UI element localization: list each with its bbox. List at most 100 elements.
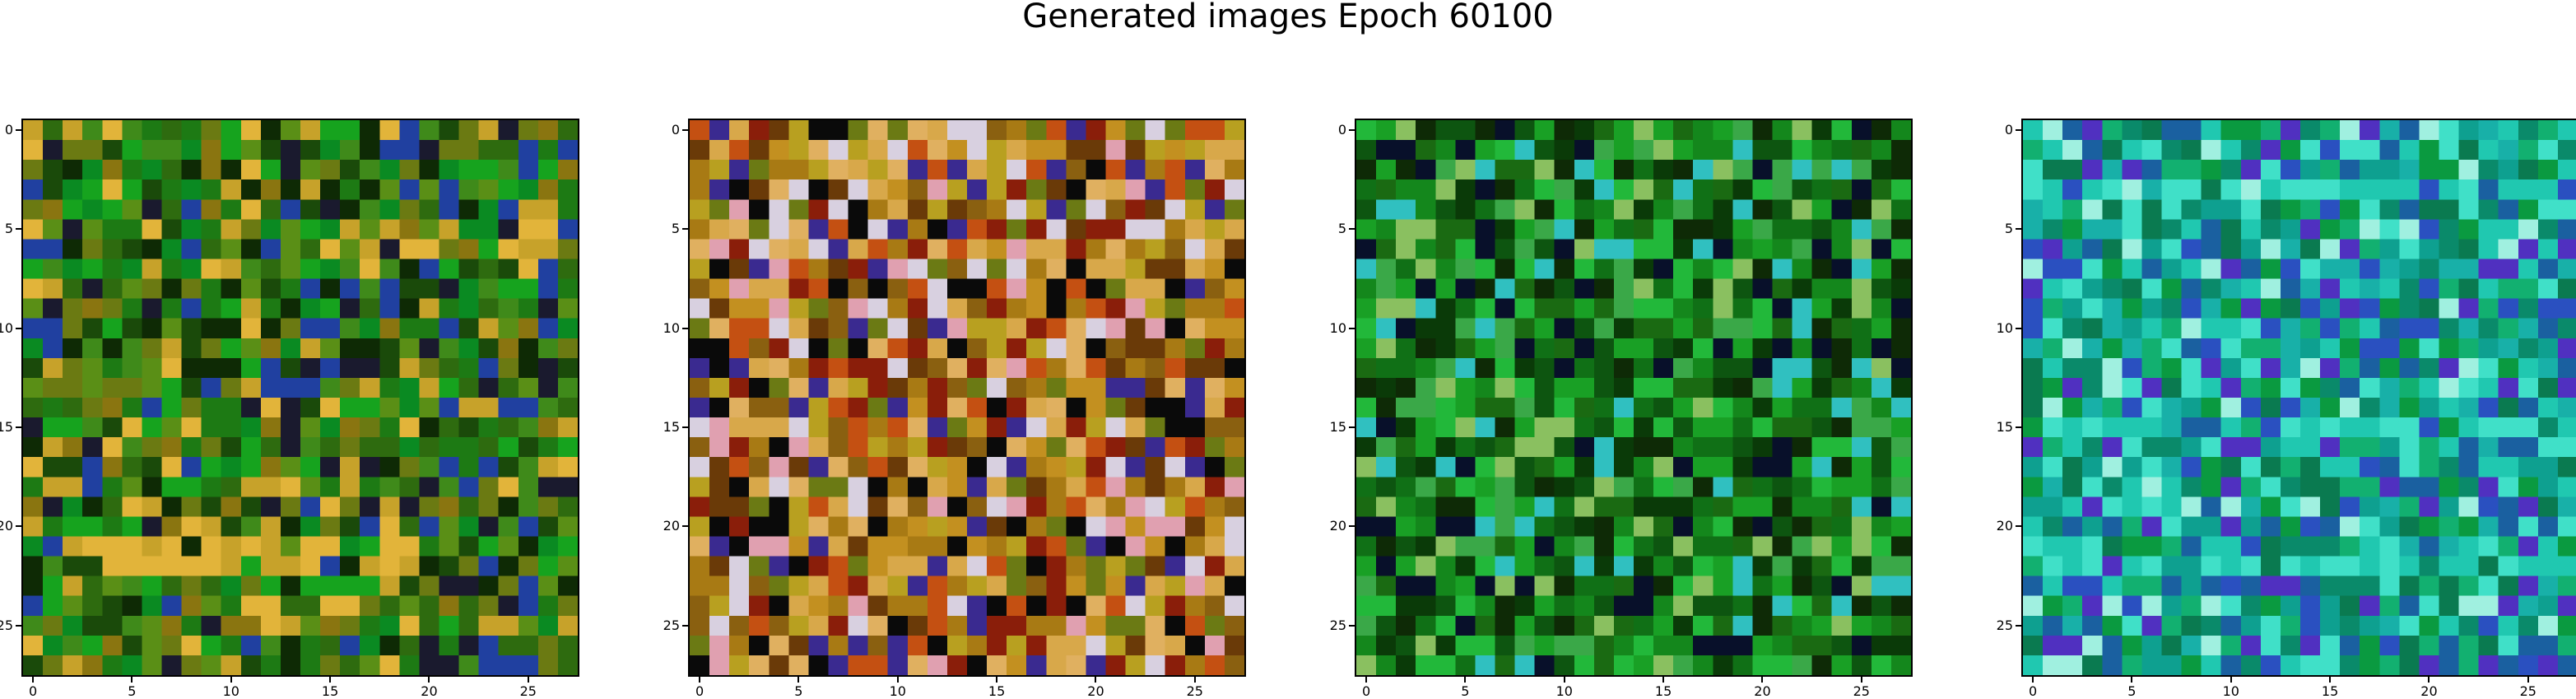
- pixel-cell: [537, 556, 559, 577]
- pixel-cell: [2102, 516, 2123, 538]
- pixel-cell: [1871, 160, 1892, 180]
- pixel-cell: [23, 496, 44, 518]
- pixel-cell: [537, 278, 559, 300]
- pixel-cell: [1105, 259, 1127, 280]
- pixel-cell: [2300, 536, 2321, 557]
- pixel-cell: [2320, 278, 2341, 300]
- pixel-cell: [1514, 278, 1536, 300]
- pixel-cell: [2062, 298, 2083, 319]
- pixel-cell: [537, 120, 559, 141]
- pixel-cell: [2557, 338, 2576, 359]
- pixel-cell: [201, 219, 222, 240]
- pixel-cell: [1831, 120, 1853, 141]
- pixel-cell: [2439, 278, 2460, 300]
- pixel-cell: [1811, 398, 1833, 418]
- pixel-cell: [1673, 496, 1694, 518]
- pixel-cell: [161, 278, 183, 300]
- pixel-cell: [1732, 398, 1754, 418]
- pixel-cell: [1811, 219, 1833, 240]
- pixel-cell: [2181, 615, 2202, 636]
- pixel-cell: [2181, 457, 2202, 478]
- pixel-cell: [181, 377, 202, 398]
- pixel-cell: [458, 199, 480, 220]
- pixel-cell: [907, 278, 928, 300]
- pixel-cell: [2181, 160, 2202, 180]
- pixel-cell: [557, 576, 578, 597]
- pixel-cell: [769, 398, 789, 418]
- pixel-cell: [379, 338, 400, 359]
- pixel-cell: [808, 259, 830, 280]
- pixel-cell: [2280, 437, 2301, 458]
- pixel-cell: [2023, 556, 2044, 577]
- pixel-cell: [1105, 556, 1127, 577]
- pixel-cell: [729, 536, 750, 557]
- pixel-cell: [1066, 457, 1087, 478]
- pixel-cell: [300, 576, 321, 597]
- pixel-cell: [142, 437, 163, 458]
- pixel-cell: [122, 179, 143, 200]
- pixel-cell: [2141, 457, 2163, 478]
- pixel-cell: [1851, 477, 1872, 497]
- pixel-cell: [201, 140, 222, 161]
- pixel-cell: [2399, 278, 2420, 300]
- pixel-cell: [946, 199, 968, 220]
- pixel-cell: [1890, 556, 1911, 577]
- pixel-cell: [23, 199, 44, 220]
- pixel-cell: [2062, 160, 2083, 180]
- pixel-cell: [887, 338, 909, 359]
- pixel-cell: [946, 160, 968, 180]
- pixel-cell: [1396, 615, 1416, 636]
- pixel-cell: [749, 338, 770, 359]
- pixel-cell: [2181, 655, 2202, 675]
- pixel-cell: [1613, 278, 1634, 300]
- pixel-cell: [1416, 219, 1436, 240]
- pixel-cell: [1204, 219, 1225, 240]
- pixel-cell: [2023, 278, 2044, 300]
- pixel-cell: [102, 318, 123, 339]
- pixel-cell: [788, 318, 810, 339]
- pixel-cell: [478, 219, 500, 240]
- pixel-cell: [2043, 556, 2063, 577]
- pixel-cell: [2557, 179, 2576, 200]
- pixel-cell: [1184, 179, 1206, 200]
- pixel-cell: [260, 377, 281, 398]
- pixel-cell: [1792, 516, 1813, 538]
- pixel-cell: [2300, 140, 2321, 161]
- pixel-cell: [927, 377, 948, 398]
- pixel-cell: [2161, 615, 2183, 636]
- pixel-cell: [1613, 318, 1634, 339]
- pixel-cell: [1574, 377, 1595, 398]
- pixel-cell: [2300, 259, 2321, 280]
- pixel-cell: [1376, 298, 1397, 319]
- pixel-cell: [1613, 576, 1634, 597]
- pixel-cell: [1416, 398, 1436, 418]
- pixel-cell: [23, 140, 44, 161]
- pixel-cell: [1871, 615, 1892, 636]
- pixel-cell: [360, 437, 380, 458]
- pixel-cell: [887, 160, 909, 180]
- pixel-cell: [1455, 199, 1476, 220]
- pixel-cell: [808, 219, 830, 240]
- pixel-cell: [1613, 595, 1634, 617]
- pixel-cell: [360, 278, 380, 300]
- y-tick-label: 0: [4, 122, 13, 138]
- pixel-cell: [2379, 179, 2400, 200]
- pixel-cell: [498, 595, 519, 617]
- pixel-cell: [1475, 318, 1496, 339]
- pixel-cell: [63, 477, 83, 497]
- pixel-cell: [867, 120, 889, 141]
- pixel-cell: [2557, 160, 2576, 180]
- pixel-cell: [1495, 338, 1516, 359]
- pixel-cell: [260, 338, 281, 359]
- pixel-cell: [1165, 576, 1186, 597]
- pixel-cell: [1732, 140, 1754, 161]
- pixel-cell: [23, 477, 44, 497]
- pixel-cell: [399, 199, 421, 220]
- pixel-cell: [828, 556, 849, 577]
- pixel-cell: [927, 179, 948, 200]
- pixel-cell: [478, 496, 500, 518]
- pixel-cell: [340, 298, 360, 319]
- pixel-cell: [1713, 179, 1733, 200]
- pixel-cell: [142, 259, 163, 280]
- pixel-cell: [1224, 655, 1244, 675]
